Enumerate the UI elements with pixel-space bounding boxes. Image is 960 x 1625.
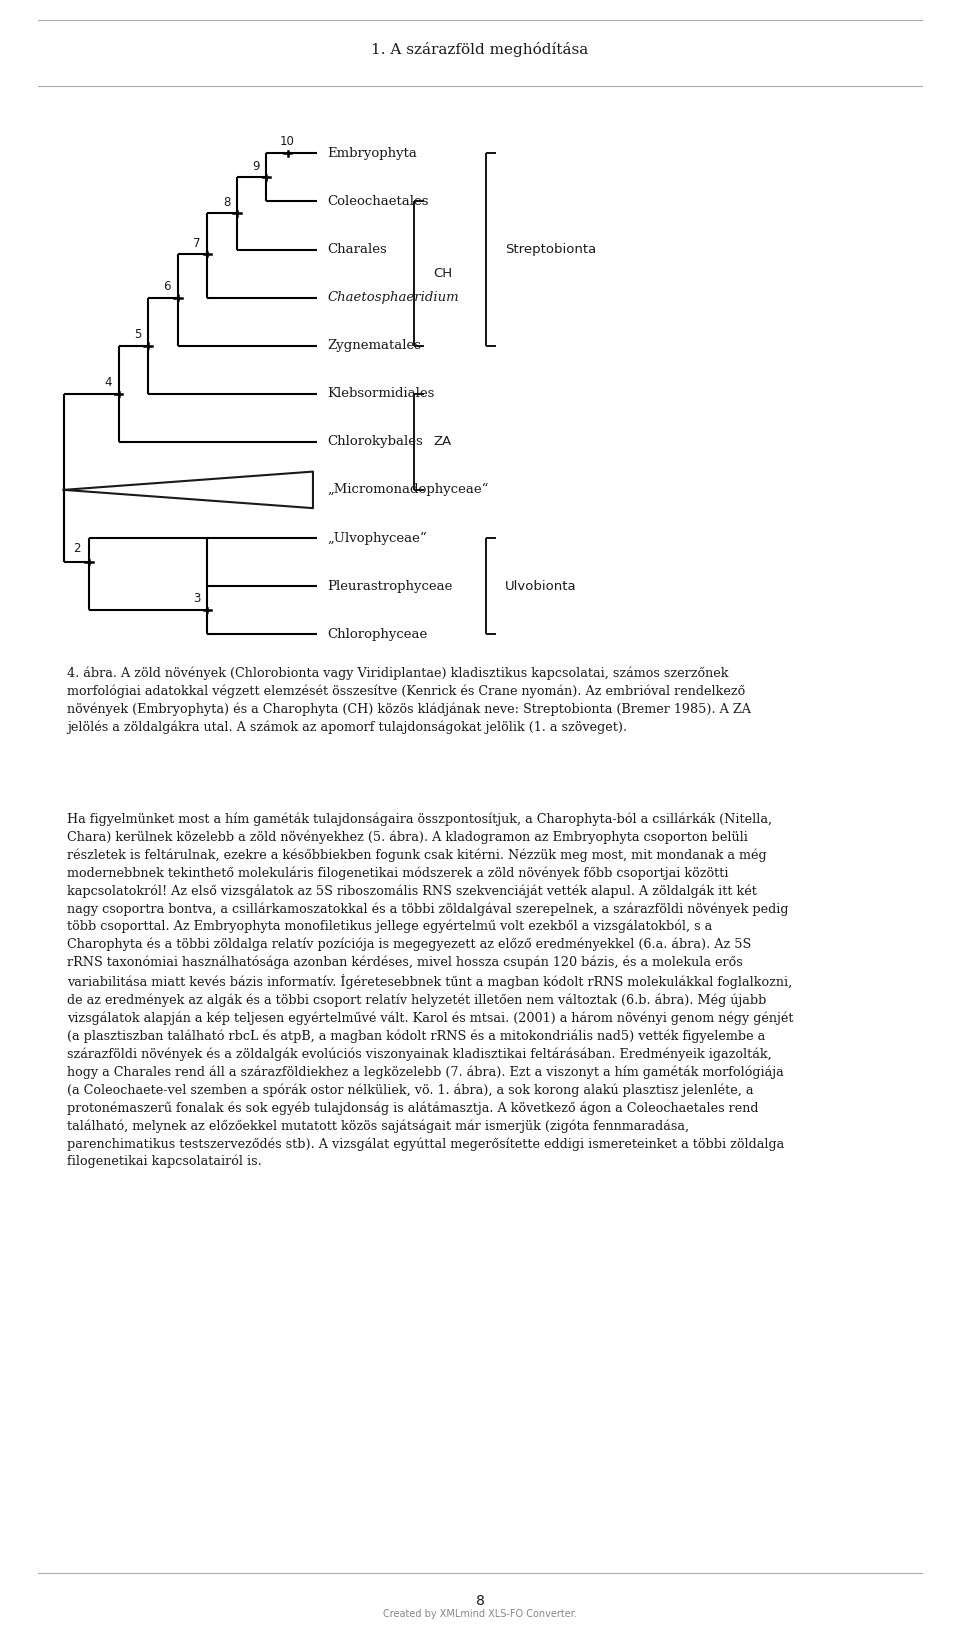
Text: 9: 9 [252,159,260,172]
Text: Ulvobionta: Ulvobionta [505,580,576,593]
Text: Pleurastrophyceae: Pleurastrophyceae [327,580,453,593]
Text: Ha figyelmünket most a hím gaméták tulajdonságaira összpontosítjuk, a Charophyta: Ha figyelmünket most a hím gaméták tulaj… [67,812,794,1168]
Text: Zygnematales: Zygnematales [327,340,421,353]
Text: Klebsormidiales: Klebsormidiales [327,387,435,400]
Text: 2: 2 [73,541,81,554]
Text: 4. ábra. A zöld növények (Chlorobionta vagy Viridiplantae) kladisztikus kapcsola: 4. ábra. A zöld növények (Chlorobionta v… [67,666,752,734]
Text: 7: 7 [193,237,201,250]
Text: Chlorophyceae: Chlorophyceae [327,627,427,640]
Text: 1. A szárazföld meghódítása: 1. A szárazföld meghódítása [372,42,588,57]
Text: 3: 3 [193,592,201,604]
Text: Charales: Charales [327,244,387,257]
Text: Chlorokybales: Chlorokybales [327,436,423,448]
Text: 10: 10 [279,135,294,148]
Text: 4: 4 [105,375,112,388]
Text: Coleochaetales: Coleochaetales [327,195,429,208]
Text: Embryophyta: Embryophyta [327,146,418,159]
Text: ZA: ZA [433,436,451,448]
Text: CH: CH [433,266,452,279]
Text: Streptobionta: Streptobionta [505,244,596,257]
Text: 8: 8 [223,195,230,208]
Text: „Ulvophyceae“: „Ulvophyceae“ [327,531,427,544]
Text: 5: 5 [134,328,141,341]
Text: Created by XMLmind XLS-FO Converter.: Created by XMLmind XLS-FO Converter. [383,1609,577,1618]
Text: „Micromonadophyceae“: „Micromonadophyceae“ [327,483,489,497]
Text: 6: 6 [163,280,171,292]
Text: 8: 8 [475,1594,485,1607]
Text: Chaetosphaeridium: Chaetosphaeridium [327,291,459,304]
